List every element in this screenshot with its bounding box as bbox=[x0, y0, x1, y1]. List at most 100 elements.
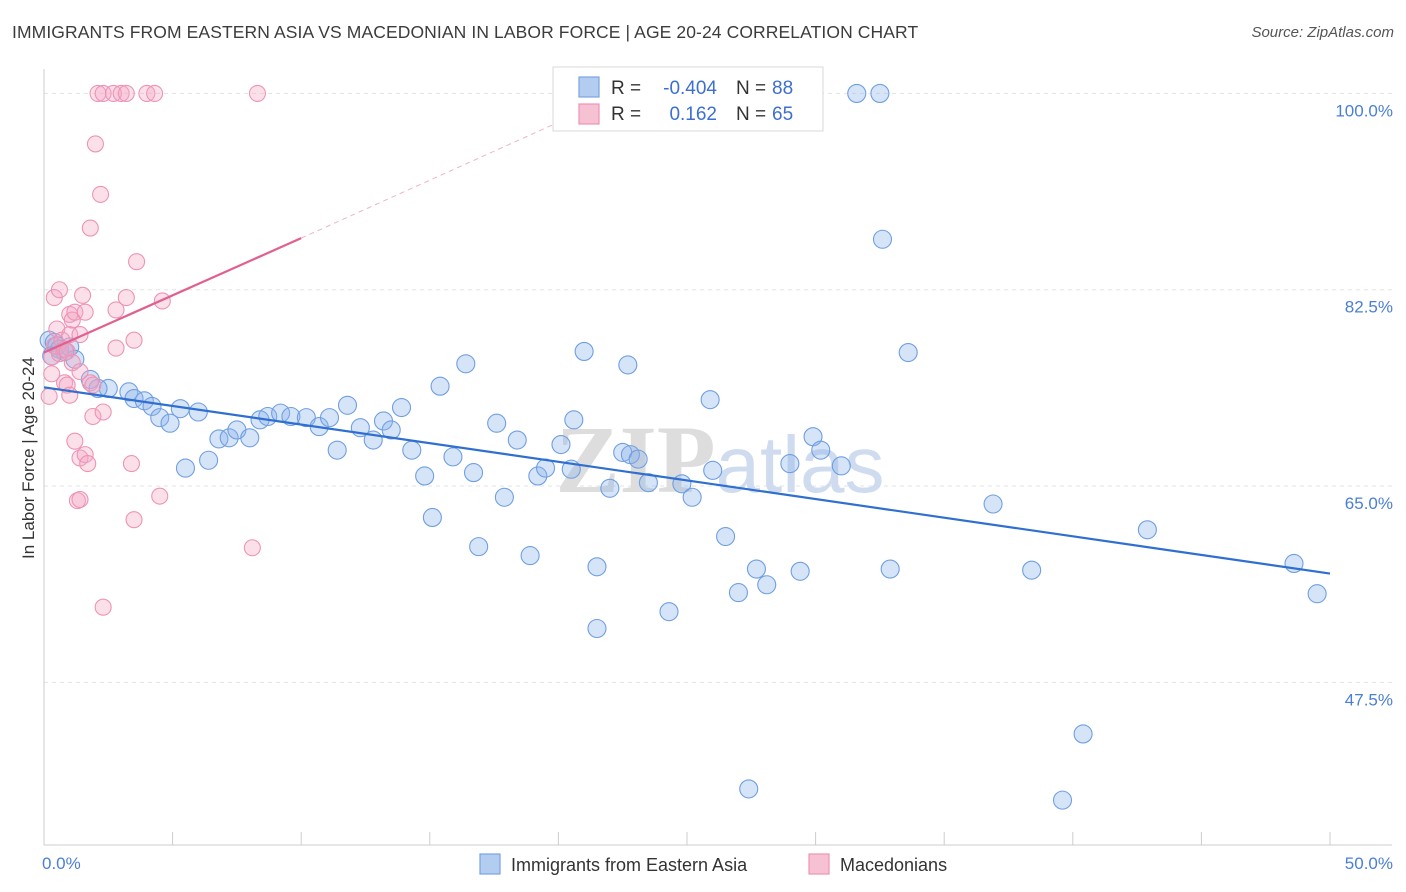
point-macedonians-16 bbox=[74, 286, 92, 304]
series-immigrants-eastern-asia bbox=[39, 83, 1327, 810]
source-credit: Source: ZipAtlas.com bbox=[1251, 24, 1394, 41]
point-macedonians-30 bbox=[84, 407, 102, 426]
legend-n-label-1: N = bbox=[736, 78, 766, 99]
point-eastern-asia-42 bbox=[430, 376, 450, 396]
legend-swatch-pink bbox=[578, 103, 600, 125]
point-eastern-asia-33 bbox=[337, 395, 358, 415]
point-macedonians-46 bbox=[94, 84, 112, 102]
point-macedonians-17 bbox=[76, 303, 94, 321]
point-eastern-asia-43 bbox=[443, 447, 463, 467]
point-macedonians-27 bbox=[79, 455, 97, 473]
point-eastern-asia-55 bbox=[564, 410, 584, 430]
point-macedonians-32 bbox=[94, 598, 112, 616]
axes bbox=[43, 69, 1392, 846]
point-eastern-asia-90 bbox=[1307, 584, 1327, 604]
watermark-atlas: atlas bbox=[716, 420, 885, 509]
point-eastern-asia-58 bbox=[587, 557, 607, 577]
point-eastern-asia-82 bbox=[880, 559, 900, 579]
legend-r-value-2: 0.162 bbox=[669, 104, 717, 125]
correlation-legend: R = -0.404 N = 88 R = 0.162 N = 65 bbox=[552, 66, 824, 132]
y-tick-label-0: 47.5% bbox=[1345, 690, 1393, 709]
point-eastern-asia-18 bbox=[188, 402, 208, 422]
point-eastern-asia-79 bbox=[847, 83, 867, 103]
y-tick-labels: 47.5% 65.0% 82.5% 100.0% bbox=[1335, 101, 1393, 709]
point-eastern-asia-19 bbox=[175, 458, 196, 478]
point-eastern-asia-83 bbox=[898, 343, 918, 363]
legend-n-value-2: 65 bbox=[772, 104, 793, 125]
point-macedonians-1 bbox=[43, 365, 61, 383]
grid-lines bbox=[44, 92, 1392, 683]
point-eastern-asia-45 bbox=[463, 463, 484, 483]
chart-title: IMMIGRANTS FROM EASTERN ASIA VS MACEDONI… bbox=[12, 22, 919, 42]
point-macedonians-49 bbox=[117, 84, 135, 102]
point-eastern-asia-74 bbox=[780, 454, 800, 474]
point-macedonians-35 bbox=[117, 289, 135, 307]
point-eastern-asia-41 bbox=[422, 507, 442, 528]
watermark: ZIPatlas bbox=[555, 406, 884, 513]
trend-line-macedonians bbox=[43, 237, 302, 354]
point-eastern-asia-81 bbox=[872, 229, 893, 249]
point-eastern-asia-47 bbox=[487, 413, 507, 433]
point-macedonians-0 bbox=[40, 387, 58, 405]
legend-r-label-1: R = bbox=[611, 78, 641, 99]
point-eastern-asia-73 bbox=[757, 575, 777, 595]
point-macedonians-4 bbox=[48, 320, 66, 338]
series-macedonians bbox=[40, 84, 267, 616]
point-eastern-asia-80 bbox=[870, 83, 890, 103]
point-macedonians-34 bbox=[107, 339, 125, 357]
point-eastern-asia-57 bbox=[587, 618, 607, 639]
point-eastern-asia-48 bbox=[494, 487, 514, 507]
point-eastern-asia-56 bbox=[574, 341, 594, 361]
point-eastern-asia-20 bbox=[199, 450, 219, 470]
trend-line-eastern-asia bbox=[43, 386, 1331, 575]
point-eastern-asia-86 bbox=[1052, 790, 1073, 810]
point-eastern-asia-46 bbox=[469, 537, 489, 557]
point-eastern-asia-68 bbox=[700, 390, 720, 410]
point-macedonians-36 bbox=[128, 253, 146, 271]
point-macedonians-38 bbox=[122, 455, 140, 473]
y-tick-label-3: 100.0% bbox=[1335, 101, 1393, 120]
point-macedonians-31 bbox=[94, 403, 112, 421]
point-macedonians-29 bbox=[71, 490, 89, 509]
point-macedonians-12 bbox=[66, 303, 84, 321]
point-eastern-asia-69 bbox=[703, 460, 723, 480]
y-tick-label-2: 82.5% bbox=[1345, 298, 1393, 317]
point-eastern-asia-78 bbox=[831, 456, 851, 476]
point-macedonians-54 bbox=[84, 376, 102, 394]
point-macedonians-40 bbox=[151, 487, 169, 505]
x-tick-labels: 0.0% 50.0% bbox=[42, 854, 1393, 873]
point-eastern-asia-22 bbox=[219, 428, 239, 448]
point-eastern-asia-21 bbox=[209, 429, 229, 449]
point-eastern-asia-64 bbox=[638, 473, 658, 493]
point-eastern-asia-40 bbox=[415, 466, 435, 486]
point-macedonians-24 bbox=[66, 432, 84, 450]
bottom-legend-swatch-blue bbox=[479, 853, 501, 875]
x-tick-label-1: 50.0% bbox=[1345, 854, 1393, 873]
point-eastern-asia-91 bbox=[739, 779, 759, 799]
point-eastern-asia-77 bbox=[811, 440, 831, 460]
point-eastern-asia-59 bbox=[600, 478, 620, 498]
point-macedonians-43 bbox=[86, 135, 104, 153]
legend-n-value-1: 88 bbox=[772, 78, 793, 99]
point-eastern-asia-31 bbox=[319, 408, 340, 428]
point-macedonians-23 bbox=[71, 363, 89, 381]
x-tick-label-0: 0.0% bbox=[42, 854, 81, 873]
bottom-legend-label-1: Immigrants from Eastern Asia bbox=[511, 855, 748, 875]
point-eastern-asia-63 bbox=[628, 449, 648, 469]
y-tick-label-1: 65.0% bbox=[1345, 494, 1393, 513]
point-eastern-asia-39 bbox=[402, 440, 422, 460]
point-eastern-asia-53 bbox=[551, 434, 571, 455]
point-eastern-asia-49 bbox=[507, 430, 527, 450]
point-eastern-asia-15 bbox=[150, 408, 170, 428]
legend-swatch-blue bbox=[578, 76, 600, 98]
point-eastern-asia-72 bbox=[746, 559, 766, 579]
point-macedonians-44 bbox=[92, 185, 110, 203]
point-macedonians-51 bbox=[146, 84, 164, 102]
bottom-legend-swatch-pink bbox=[808, 853, 830, 875]
y-axis-label: In Labor Force | Age 20-24 bbox=[19, 357, 38, 559]
point-eastern-asia-85 bbox=[1022, 560, 1042, 580]
point-eastern-asia-51 bbox=[528, 466, 548, 486]
point-eastern-asia-75 bbox=[790, 561, 810, 581]
point-macedonians-20 bbox=[81, 374, 99, 392]
point-eastern-asia-16 bbox=[160, 413, 180, 433]
